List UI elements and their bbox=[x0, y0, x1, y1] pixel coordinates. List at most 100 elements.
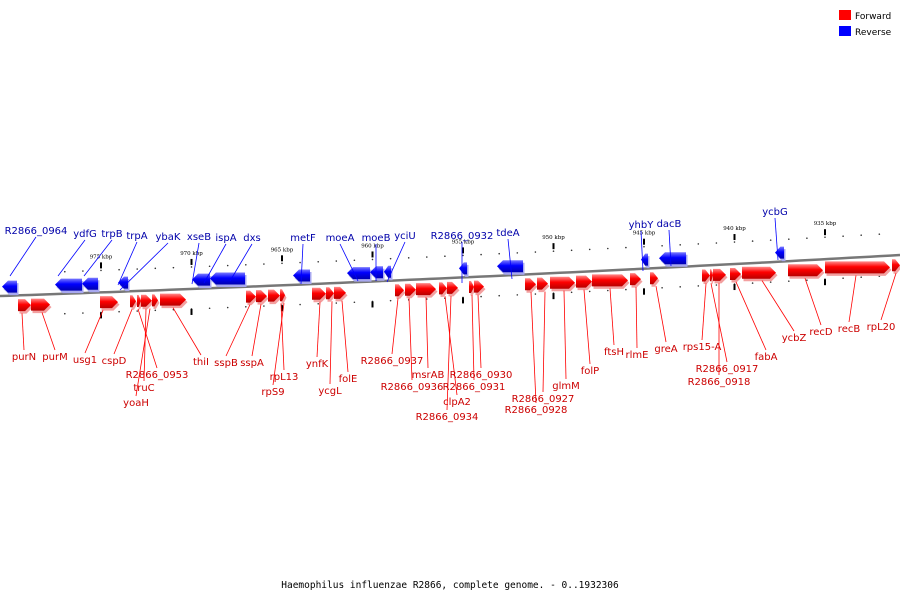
gene-label-ftsh[interactable]: ftsH bbox=[604, 347, 624, 358]
gene-label-yoah[interactable]: yoaH bbox=[123, 398, 149, 409]
gene-cspd[interactable] bbox=[130, 295, 136, 308]
gene-yhby[interactable] bbox=[641, 253, 648, 266]
gene-label-trpb[interactable]: trpB bbox=[101, 229, 122, 240]
gene-r2866-0934[interactable] bbox=[447, 281, 458, 294]
gene-label-yhby[interactable]: yhbY bbox=[629, 220, 655, 231]
gene-dacb[interactable] bbox=[659, 252, 686, 265]
gene-label-clpa2[interactable]: clpA2 bbox=[443, 397, 471, 408]
gene-label-folp[interactable]: folP bbox=[581, 366, 599, 377]
gene-r2866-0931[interactable] bbox=[469, 281, 474, 294]
gene-r2866-0964[interactable] bbox=[2, 280, 17, 293]
gene-label-sspa[interactable]: sspA bbox=[240, 358, 264, 369]
gene-r2866-0928[interactable] bbox=[525, 278, 536, 291]
gene-moeb[interactable] bbox=[370, 266, 383, 279]
gene-label-tdea[interactable]: tdeA bbox=[496, 228, 519, 239]
gene-label-r2866-0932[interactable]: R2866_0932 bbox=[431, 231, 494, 242]
gene-label-ycgl[interactable]: ycgL bbox=[318, 386, 342, 397]
gene-rpl20[interactable] bbox=[892, 259, 900, 272]
gene-yoah[interactable] bbox=[152, 294, 158, 307]
gene-purm[interactable] bbox=[31, 298, 50, 311]
gene-thii[interactable] bbox=[160, 293, 186, 306]
gene-label-yciu[interactable]: yciU bbox=[394, 231, 416, 242]
gene-label-recd[interactable]: recD bbox=[809, 327, 833, 338]
gene-rps9[interactable] bbox=[280, 289, 285, 302]
gene-msrab[interactable] bbox=[416, 283, 436, 296]
gene-label-ydfg[interactable]: ydfG bbox=[73, 229, 97, 240]
gene-ycgl[interactable] bbox=[326, 287, 334, 300]
gene-tdea[interactable] bbox=[497, 260, 523, 273]
gene-sspa[interactable] bbox=[256, 290, 267, 303]
gene-label-recb[interactable]: recB bbox=[838, 324, 861, 335]
gene-label-purn[interactable]: purN bbox=[12, 352, 36, 363]
gene-label-r2866-0953[interactable]: R2866_0953 bbox=[126, 370, 189, 381]
gene-label-r2866-0918[interactable]: R2866_0918 bbox=[688, 377, 751, 388]
gene-label-r2866-0931[interactable]: R2866_0931 bbox=[443, 382, 506, 393]
gene-recb[interactable] bbox=[825, 261, 890, 274]
gene-grea[interactable] bbox=[650, 272, 658, 285]
gene-label-trpa[interactable]: trpA bbox=[126, 231, 147, 242]
gene-r2866-0917[interactable] bbox=[710, 269, 713, 282]
gene-ftsh[interactable] bbox=[592, 274, 628, 287]
gene-rlme[interactable] bbox=[630, 273, 641, 286]
gene-r2866-0932[interactable] bbox=[459, 262, 467, 275]
gene-label-rpl20[interactable]: rpL20 bbox=[867, 322, 896, 333]
gene-ynfk[interactable] bbox=[312, 287, 326, 300]
gene-dxs[interactable] bbox=[210, 272, 245, 285]
gene-label-glmm[interactable]: glmM bbox=[552, 381, 580, 392]
gene-trpb[interactable] bbox=[82, 277, 98, 290]
gene-ycbg[interactable] bbox=[775, 246, 784, 259]
gene-rps15-a[interactable] bbox=[702, 269, 710, 282]
gene-purn[interactable] bbox=[18, 299, 31, 312]
gene-label-ynfk[interactable]: ynfK bbox=[306, 359, 329, 370]
gene-label-r2866-0937[interactable]: R2866_0937 bbox=[361, 356, 424, 367]
gene-label-ycbz[interactable]: ycbZ bbox=[782, 333, 807, 344]
gene-ydfg[interactable] bbox=[55, 278, 82, 291]
gene-label-r2866-0964[interactable]: R2866_0964 bbox=[5, 226, 68, 237]
gene-clpa2[interactable] bbox=[439, 282, 447, 295]
gene-r2866-0936[interactable] bbox=[405, 283, 416, 296]
gene-usg1[interactable] bbox=[100, 296, 118, 309]
gene-label-r2866-0917[interactable]: R2866_0917 bbox=[696, 364, 759, 375]
gene-label-metf[interactable]: metF bbox=[290, 233, 316, 244]
gene-rpl13[interactable] bbox=[268, 289, 280, 302]
gene-label-grea[interactable]: greA bbox=[654, 344, 677, 355]
gene-label-rps9[interactable]: rpS9 bbox=[261, 387, 284, 398]
gene-label-purm[interactable]: purM bbox=[42, 352, 67, 363]
gene-label-xseb[interactable]: xseB bbox=[187, 232, 211, 243]
gene-label-fole[interactable]: folE bbox=[339, 374, 358, 385]
gene-fole[interactable] bbox=[334, 286, 346, 299]
gene-label-msrab[interactable]: msrAB bbox=[412, 370, 445, 381]
gene-glmm[interactable] bbox=[550, 276, 575, 289]
gene-sspb[interactable] bbox=[246, 290, 256, 303]
gene-truc[interactable] bbox=[141, 294, 152, 307]
gene-r2866-0953[interactable] bbox=[137, 294, 141, 307]
gene-label-ycbg[interactable]: ycbG bbox=[762, 207, 788, 218]
gene-label-dxs[interactable]: dxs bbox=[243, 233, 260, 244]
gene-label-dacb[interactable]: dacB bbox=[657, 219, 682, 230]
gene-r2866-0927[interactable] bbox=[537, 277, 548, 290]
gene-label-r2866-0928[interactable]: R2866_0928 bbox=[505, 405, 568, 416]
gene-ycbz[interactable] bbox=[742, 266, 776, 279]
gene-label-faba[interactable]: fabA bbox=[755, 352, 778, 363]
gene-r2866-0918[interactable] bbox=[713, 268, 726, 281]
gene-label-moeb[interactable]: moeB bbox=[362, 233, 391, 244]
gene-label-moea[interactable]: moeA bbox=[326, 233, 355, 244]
gene-trpa[interactable] bbox=[118, 276, 128, 289]
gene-label-rps15-a[interactable]: rps15-A bbox=[683, 342, 722, 353]
gene-label-r2866-0936[interactable]: R2866_0936 bbox=[381, 382, 444, 393]
gene-recd[interactable] bbox=[788, 264, 823, 277]
gene-label-truc[interactable]: truC bbox=[133, 383, 154, 394]
gene-label-rpl13[interactable]: rpL13 bbox=[270, 372, 299, 383]
gene-r2866-0937[interactable] bbox=[395, 284, 404, 297]
gene-faba[interactable] bbox=[730, 267, 741, 280]
gene-label-r2866-0927[interactable]: R2866_0927 bbox=[512, 394, 575, 405]
gene-label-thii[interactable]: thiI bbox=[193, 357, 209, 368]
gene-label-sspb[interactable]: sspB bbox=[214, 358, 238, 369]
gene-xseb[interactable] bbox=[192, 273, 210, 286]
gene-folp[interactable] bbox=[576, 275, 592, 288]
gene-label-ispa[interactable]: ispA bbox=[215, 233, 236, 244]
gene-r2866-0930[interactable] bbox=[474, 280, 484, 293]
gene-yciu[interactable] bbox=[384, 265, 391, 278]
gene-label-r2866-0934[interactable]: R2866_0934 bbox=[416, 412, 479, 423]
gene-label-usg1[interactable]: usg1 bbox=[73, 355, 97, 366]
